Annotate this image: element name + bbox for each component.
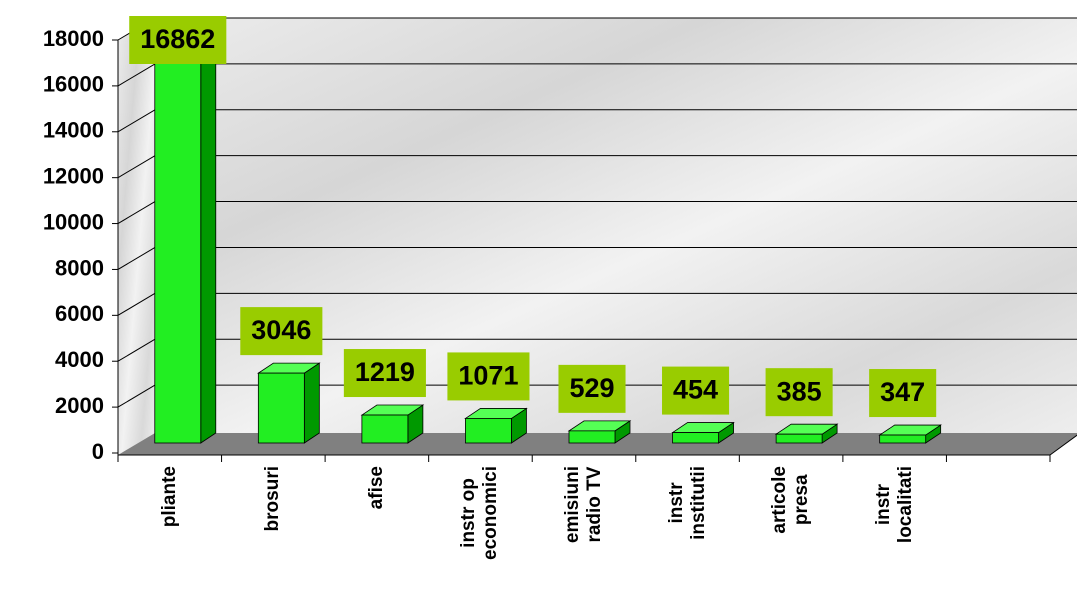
value-label-box	[240, 307, 323, 356]
value-label-box	[869, 369, 937, 418]
value-label: 385	[777, 376, 822, 406]
value-label: 3046	[251, 315, 311, 345]
value-label-box	[662, 366, 730, 415]
back-wall	[155, 18, 1077, 433]
x-tick-label: instr localitati	[872, 466, 916, 544]
bar	[154, 55, 202, 444]
value-label-box	[129, 16, 227, 64]
side-wall	[118, 18, 155, 455]
y-tick-label: 10000	[43, 209, 104, 234]
y-tick-label: 18000	[43, 26, 104, 51]
value-label: 16862	[140, 24, 215, 54]
value-label: 347	[880, 377, 925, 407]
bar	[879, 434, 927, 444]
y-tick-label: 8000	[55, 255, 104, 280]
grid-line	[117, 155, 156, 179]
y-tick-label: 6000	[55, 301, 104, 326]
value-label-box	[447, 352, 530, 401]
y-tick-label: 12000	[43, 163, 104, 188]
bar	[361, 414, 409, 444]
value-label-box	[343, 349, 426, 398]
value-label: 454	[673, 375, 718, 405]
grid-line	[117, 247, 156, 270]
grid-line	[117, 63, 156, 87]
grid-line	[117, 384, 156, 408]
x-tick-label: articole presa	[769, 466, 813, 534]
bar	[672, 432, 719, 444]
bar	[257, 372, 305, 444]
value-label: 1219	[355, 357, 415, 387]
value-label: 1071	[458, 361, 518, 391]
bar	[465, 418, 512, 444]
grid-line	[117, 109, 156, 133]
x-axis-depth	[1049, 434, 1077, 456]
x-tick-label: afise	[365, 466, 387, 510]
y-tick-label: 16000	[43, 72, 104, 97]
floor	[118, 433, 1077, 455]
y-tick-label: 0	[92, 439, 104, 464]
y-tick-label: 4000	[55, 347, 104, 372]
grid-line	[117, 338, 156, 362]
bar	[568, 430, 616, 444]
grid-line	[117, 292, 156, 316]
x-tick-label: instr op economici	[458, 466, 502, 560]
x-tick-label: brosuri	[262, 466, 284, 532]
value-label-box	[765, 368, 833, 417]
bar-side	[200, 45, 217, 444]
bar	[775, 433, 823, 444]
x-tick-label: pliante	[158, 466, 180, 528]
grid-line	[117, 201, 156, 224]
bar-side	[303, 362, 320, 444]
value-label-box	[558, 364, 626, 413]
x-tick-label: emisiuni radio TV	[562, 466, 605, 544]
value-label: 529	[569, 373, 614, 403]
x-tick-label: instr institutii	[665, 466, 709, 540]
y-tick-label: 14000	[43, 118, 104, 143]
y-tick-label: 2000	[55, 393, 104, 418]
